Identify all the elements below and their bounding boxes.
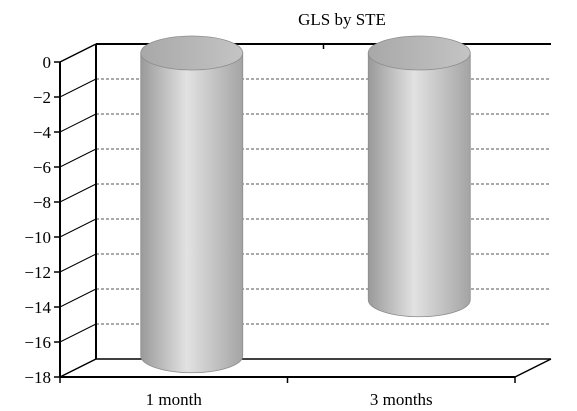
bar-body [140, 52, 244, 374]
bar-cap [367, 35, 471, 71]
side-wall-line [59, 323, 97, 343]
y-tick-label: −8 [33, 193, 51, 212]
side-wall-line [59, 113, 97, 133]
x-axis: 1 month 3 months [59, 44, 516, 409]
side-wall-line [59, 288, 97, 308]
bar-body [367, 52, 471, 318]
y-axis: 0 −2 −4 −6 −8 −10 −12 −14 −16 −18 [24, 53, 60, 387]
y-tick-label: −14 [24, 298, 51, 317]
floor-left [59, 358, 97, 378]
grid-lines [59, 78, 551, 343]
plot-area: 0 −2 −4 −6 −8 −10 −12 −14 −16 −18 1 month 3 months [24, 35, 552, 409]
top-side-edge [59, 43, 97, 63]
bar [140, 35, 244, 374]
bar-cap [140, 35, 244, 71]
y-tick-label: −18 [24, 368, 51, 387]
y-tick-label: −16 [24, 333, 51, 352]
x-tick-label: 1 month [146, 390, 203, 409]
side-wall-line [59, 183, 97, 203]
side-wall-line [59, 148, 97, 168]
side-wall-line [59, 78, 97, 98]
y-tick-label: −4 [33, 123, 52, 142]
bars [140, 35, 471, 374]
y-tick-label: −12 [24, 263, 51, 282]
chart-title: GLS by STE [298, 10, 386, 29]
x-tick-label: 3 months [370, 390, 433, 409]
floor-right [514, 358, 552, 378]
y-tick-label: −6 [33, 158, 51, 177]
y-tick-label: 0 [43, 53, 52, 72]
side-wall-line [59, 218, 97, 238]
axis-frame [59, 43, 552, 378]
y-tick-label: −10 [24, 228, 51, 247]
y-tick-label: −2 [33, 88, 51, 107]
side-wall-line [59, 253, 97, 273]
bar [367, 35, 471, 318]
